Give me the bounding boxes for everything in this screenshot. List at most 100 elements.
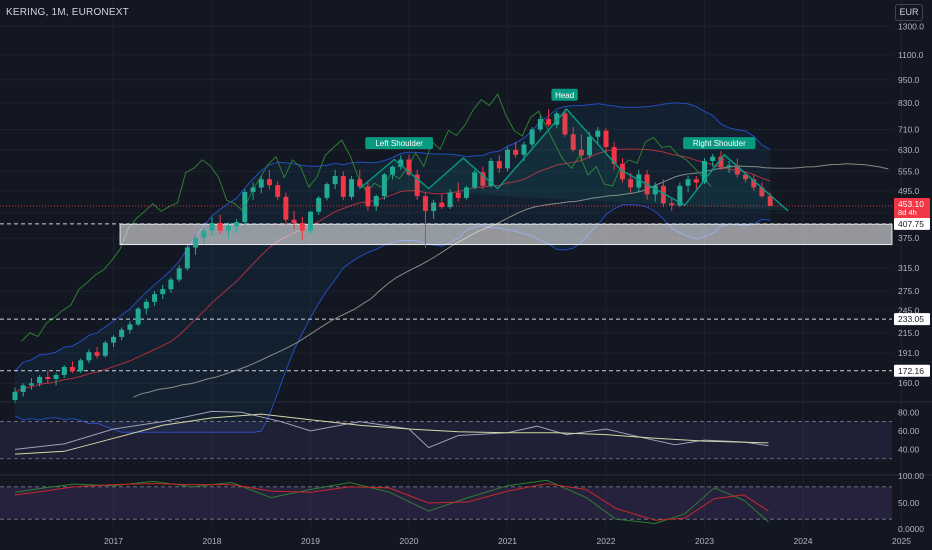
support-zone — [119, 223, 893, 246]
candle-up — [381, 174, 387, 197]
x-axis-tick-label: 2019 — [301, 536, 320, 546]
x-axis-tick-label: 2024 — [794, 536, 813, 546]
candle-down — [759, 187, 765, 197]
candle-down — [283, 196, 289, 220]
candle-up — [127, 324, 133, 330]
rsi-panel-series-line — [14, 413, 769, 455]
candle-down — [422, 196, 428, 211]
candle-down — [669, 203, 675, 206]
y-axis-tick-label: 555.0 — [898, 166, 920, 176]
bollinger-upper — [14, 102, 771, 372]
candle-up — [201, 230, 207, 238]
stoch-panel-y-tick-label: 50.00 — [898, 498, 920, 508]
candle-down — [546, 118, 552, 125]
candle-up — [193, 237, 199, 248]
rsi-panel-y-tick-label: 40.00 — [898, 444, 920, 454]
bollinger-band-fill — [15, 103, 771, 433]
x-axis-tick-label: 2018 — [203, 536, 222, 546]
candle-down — [299, 222, 305, 231]
head-and-shoulders-pattern — [359, 108, 789, 212]
level-price-tag — [894, 217, 930, 230]
candle-down — [69, 367, 75, 371]
candle-up — [119, 329, 125, 337]
candle-up — [726, 165, 732, 167]
candle-up — [12, 391, 18, 400]
candle-up — [554, 113, 560, 125]
candle-down — [513, 149, 519, 155]
level-price-label: 407.75 — [898, 219, 924, 229]
candle-down — [45, 376, 51, 380]
level-price-label: 172.16 — [898, 366, 924, 376]
candle-up — [595, 130, 601, 137]
candle-down — [734, 165, 740, 175]
candle-down — [496, 160, 502, 169]
y-axis-tick-label: 245.0 — [898, 306, 920, 316]
candle-down — [94, 352, 100, 356]
candle-down — [439, 202, 445, 208]
rsi-panel-y-tick-label: 80.00 — [898, 407, 920, 417]
x-axis-tick-label: 2017 — [104, 536, 123, 546]
candle-up — [390, 166, 396, 175]
x-axis-tick-label: 2020 — [400, 536, 419, 546]
candle-up — [431, 202, 437, 211]
moving-average-line — [14, 148, 771, 393]
candle-up — [308, 211, 313, 231]
candle-up — [636, 174, 642, 188]
candle-up — [143, 301, 149, 309]
candle-up — [521, 144, 527, 155]
candle-down — [660, 185, 666, 204]
candle-up — [710, 156, 716, 161]
candle-down — [562, 113, 568, 135]
cloud-line — [133, 163, 889, 398]
x-axis-tick-label: 2025 — [892, 536, 911, 546]
rsi-panel-y-tick-label: 60.00 — [898, 426, 920, 436]
candle-down — [291, 219, 297, 223]
y-axis-tick-label: 1300.0 — [898, 21, 924, 31]
candle-up — [152, 294, 158, 302]
candle-up — [463, 187, 469, 198]
candle-up — [472, 172, 478, 188]
candle-up — [37, 376, 43, 384]
y-axis-tick-label: 1100.0 — [898, 50, 924, 60]
candle-down — [751, 179, 757, 188]
candle-down — [743, 174, 749, 180]
candle-up — [160, 289, 166, 295]
candle-up — [209, 222, 215, 231]
pattern-label-box — [365, 137, 434, 150]
candle-up — [537, 118, 543, 130]
candle-down — [340, 176, 346, 197]
candle-down — [357, 179, 363, 187]
candle-up — [20, 385, 26, 392]
y-axis-tick-label: 375.0 — [898, 233, 920, 243]
candle-up — [168, 279, 174, 290]
stoch-panel-series-line — [14, 479, 769, 525]
x-axis-tick-label: 2022 — [597, 536, 616, 546]
pattern-label: Right Shoulder — [693, 139, 746, 148]
candle-down — [480, 172, 486, 186]
candle-up — [225, 225, 231, 231]
y-axis-tick-label: 830.0 — [898, 98, 920, 108]
y-axis-tick-label: 315.0 — [898, 263, 920, 273]
candle-down — [275, 185, 281, 197]
candle-up — [652, 185, 658, 195]
candle-up — [78, 360, 84, 371]
candle-up — [53, 374, 59, 380]
candle-up — [324, 184, 330, 198]
candle-up — [316, 197, 322, 212]
y-axis-tick-label: 191.0 — [898, 348, 920, 358]
candle-up — [111, 336, 116, 343]
stoch-panel-series-line — [14, 483, 769, 521]
candle-up — [102, 342, 108, 356]
pattern-label-box — [683, 137, 756, 150]
candle-up — [505, 149, 510, 169]
candle-up — [702, 160, 707, 183]
pattern-label-box — [551, 88, 578, 101]
candle-up — [685, 179, 691, 186]
y-axis-tick-label: 215.0 — [898, 328, 920, 338]
candle-up — [587, 136, 593, 156]
candle-up — [250, 187, 256, 192]
candle-up — [86, 352, 92, 361]
currency-button[interactable]: EUR — [895, 4, 923, 21]
stoch-panel-y-tick-label: 0.0000 — [898, 524, 924, 534]
